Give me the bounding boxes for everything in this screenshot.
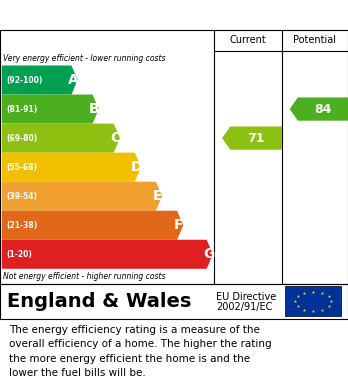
Text: Not energy efficient - higher running costs: Not energy efficient - higher running co…	[3, 272, 165, 281]
Text: EU Directive: EU Directive	[216, 292, 276, 302]
Text: Very energy efficient - lower running costs: Very energy efficient - lower running co…	[3, 54, 165, 63]
Text: (39-54): (39-54)	[6, 192, 37, 201]
Text: England & Wales: England & Wales	[7, 292, 191, 311]
Text: D: D	[131, 160, 142, 174]
Text: The energy efficiency rating is a measure of the
overall efficiency of a home. T: The energy efficiency rating is a measur…	[9, 325, 271, 378]
Text: Potential: Potential	[293, 36, 337, 45]
Text: (92-100): (92-100)	[6, 75, 42, 84]
Text: E: E	[153, 189, 163, 203]
Text: C: C	[110, 131, 121, 145]
Bar	[285, 286, 341, 316]
Text: (69-80): (69-80)	[6, 134, 37, 143]
Polygon shape	[2, 211, 183, 240]
Polygon shape	[2, 95, 99, 124]
Text: Energy Efficiency Rating: Energy Efficiency Rating	[69, 7, 279, 23]
Text: (81-91): (81-91)	[6, 104, 37, 113]
Polygon shape	[222, 126, 282, 150]
Polygon shape	[2, 124, 120, 152]
Text: (21-38): (21-38)	[6, 221, 37, 230]
Polygon shape	[290, 97, 348, 121]
Text: F: F	[174, 218, 184, 232]
Polygon shape	[2, 152, 141, 182]
Polygon shape	[2, 240, 213, 269]
Text: Current: Current	[230, 36, 266, 45]
Polygon shape	[2, 182, 162, 211]
Text: 84: 84	[314, 102, 332, 116]
Text: (55-68): (55-68)	[6, 163, 37, 172]
Text: (1-20): (1-20)	[6, 250, 32, 259]
Polygon shape	[2, 65, 78, 95]
Text: B: B	[89, 102, 100, 116]
Text: G: G	[203, 247, 214, 261]
Text: A: A	[68, 73, 79, 87]
Text: 2002/91/EC: 2002/91/EC	[216, 301, 272, 312]
Text: 71: 71	[247, 132, 265, 145]
